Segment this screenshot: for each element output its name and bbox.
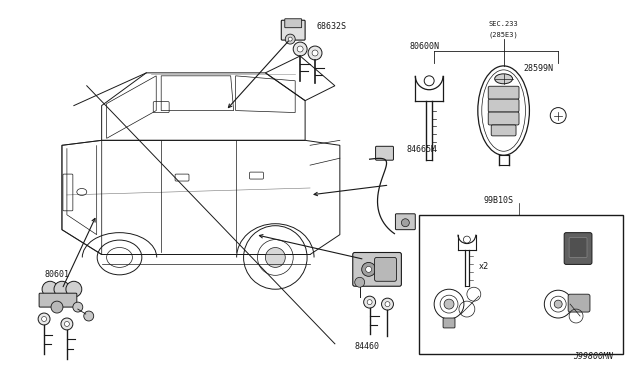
Bar bbox=[419, 215, 623, 354]
Text: x2: x2 bbox=[479, 262, 489, 271]
FancyBboxPatch shape bbox=[376, 146, 394, 160]
FancyBboxPatch shape bbox=[39, 293, 77, 307]
Circle shape bbox=[84, 311, 93, 321]
FancyBboxPatch shape bbox=[285, 19, 301, 28]
Text: 68632S: 68632S bbox=[316, 22, 346, 31]
Circle shape bbox=[297, 46, 303, 52]
Circle shape bbox=[42, 317, 47, 321]
Circle shape bbox=[308, 46, 322, 60]
Circle shape bbox=[381, 298, 394, 310]
Circle shape bbox=[54, 281, 70, 297]
Text: (285E3): (285E3) bbox=[489, 31, 518, 38]
FancyBboxPatch shape bbox=[488, 86, 519, 99]
Circle shape bbox=[266, 247, 285, 267]
Circle shape bbox=[38, 313, 50, 325]
FancyBboxPatch shape bbox=[569, 238, 587, 257]
FancyBboxPatch shape bbox=[396, 214, 415, 230]
Circle shape bbox=[355, 277, 365, 287]
Circle shape bbox=[42, 281, 58, 297]
Circle shape bbox=[554, 300, 562, 308]
Text: J99800MN: J99800MN bbox=[573, 352, 612, 361]
Circle shape bbox=[444, 299, 454, 309]
Ellipse shape bbox=[495, 74, 513, 84]
Text: SEC.233: SEC.233 bbox=[489, 21, 518, 27]
Circle shape bbox=[293, 42, 307, 56]
Text: 99B10S: 99B10S bbox=[484, 196, 514, 205]
Text: 84460: 84460 bbox=[355, 342, 380, 351]
FancyBboxPatch shape bbox=[564, 232, 592, 264]
Circle shape bbox=[61, 318, 73, 330]
Circle shape bbox=[312, 50, 318, 56]
Circle shape bbox=[65, 321, 69, 327]
Text: 80601: 80601 bbox=[44, 270, 69, 279]
Circle shape bbox=[51, 301, 63, 313]
FancyBboxPatch shape bbox=[568, 294, 590, 312]
FancyBboxPatch shape bbox=[488, 112, 519, 125]
Circle shape bbox=[285, 34, 295, 44]
Circle shape bbox=[364, 296, 376, 308]
Circle shape bbox=[385, 302, 390, 307]
Circle shape bbox=[401, 219, 410, 227]
Text: 84665M: 84665M bbox=[406, 145, 436, 154]
Circle shape bbox=[362, 262, 376, 276]
FancyBboxPatch shape bbox=[443, 318, 455, 328]
Circle shape bbox=[66, 281, 82, 297]
Circle shape bbox=[288, 37, 292, 41]
Text: 80600N: 80600N bbox=[410, 42, 439, 51]
FancyBboxPatch shape bbox=[374, 257, 396, 281]
FancyBboxPatch shape bbox=[492, 125, 516, 136]
FancyBboxPatch shape bbox=[282, 20, 305, 40]
Text: 28599N: 28599N bbox=[524, 64, 554, 73]
FancyBboxPatch shape bbox=[488, 99, 519, 112]
Circle shape bbox=[367, 299, 372, 305]
FancyBboxPatch shape bbox=[353, 253, 401, 286]
Circle shape bbox=[365, 266, 372, 272]
Circle shape bbox=[73, 302, 83, 312]
